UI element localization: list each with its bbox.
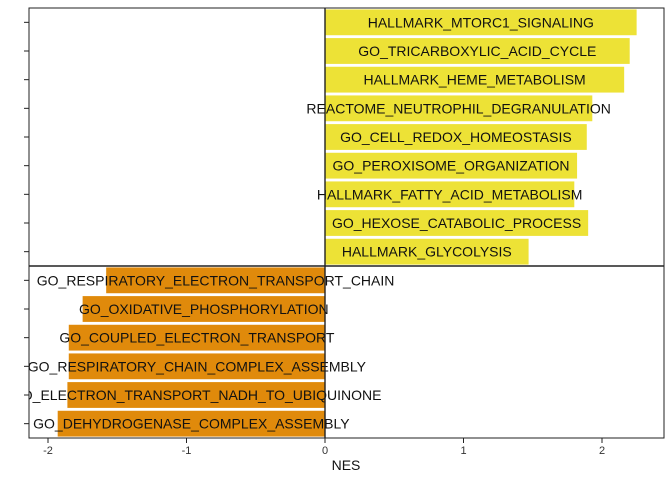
x-tick-label: -2 — [43, 445, 53, 457]
bar-hallmark-glycolysis — [325, 238, 529, 265]
x-axis-title: NES — [332, 457, 361, 473]
x-tick-label: 0 — [322, 445, 328, 457]
bar-label: HALLMARK_GLYCOLYSIS — [342, 244, 512, 260]
bar-label: GO_RESPIRATORY_ELECTRON_TRANSPORT_CHAIN — [37, 272, 395, 288]
bar-go-cell-redox-homeostasis — [325, 124, 587, 150]
bar-go-dehydrogenase-complex-assembly — [57, 410, 325, 437]
bar-go-oxidative-phosphorylation — [82, 296, 325, 322]
bar-label: GO_TRICARBOXYLIC_ACID_CYCLE — [358, 43, 596, 59]
bar-label: REACTOME_NEUTROPHIL_DEGRANULATION — [306, 100, 610, 116]
x-tick-label: 1 — [460, 445, 466, 457]
bar-label: GO_OXIDATIVE_PHOSPHORYLATION — [79, 301, 329, 317]
bar-hallmark-fatty-acid-metabolism — [325, 181, 575, 208]
bar-label: GO_HEXOSE_CATABOLIC_PROCESS — [332, 215, 581, 231]
bar-go-coupled-electron-transport — [68, 324, 326, 351]
bar-label: GO_CELL_REDOX_HOMEOSTASIS — [340, 129, 572, 145]
bar-label: GO_ELECTRON_TRANSPORT_NADH_TO_UBIQUINONE — [11, 387, 382, 403]
bar-hallmark-heme-metabolism — [325, 66, 625, 93]
bar-label: HALLMARK_HEME_METABOLISM — [363, 72, 585, 88]
bar-go-respiratory-chain-complex-assembly — [68, 353, 326, 380]
bar-go-peroxisome-organization — [325, 152, 578, 179]
bar-label: GO_RESPIRATORY_CHAIN_COMPLEX_ASSEMBLY — [28, 358, 367, 374]
x-tick-label: 2 — [599, 445, 605, 457]
x-tick-label: -1 — [182, 445, 192, 457]
bar-label: HALLMARK_MTORC1_SIGNALING — [368, 14, 594, 30]
bar-label: GO_COUPLED_ELECTRON_TRANSPORT — [59, 330, 335, 346]
bar-label: GO_DEHYDROGENASE_COMPLEX_ASSEMBLY — [33, 416, 350, 432]
bar-label: GO_PEROXISOME_ORGANIZATION — [333, 158, 570, 174]
bar-reactome-neutrophil-degranulation — [325, 95, 593, 122]
bar-hallmark-mtorc1-signaling — [325, 9, 637, 36]
bar-go-electron-transport-nadh-to-ubiquinone — [67, 382, 325, 408]
bar-go-respiratory-electron-transport-chain — [106, 267, 325, 294]
bar-label: HALLMARK_FATTY_ACID_METABOLISM — [317, 186, 583, 202]
bar-go-hexose-catabolic-process — [325, 210, 589, 236]
bar-go-tricarboxylic-acid-cycle — [325, 38, 630, 64]
